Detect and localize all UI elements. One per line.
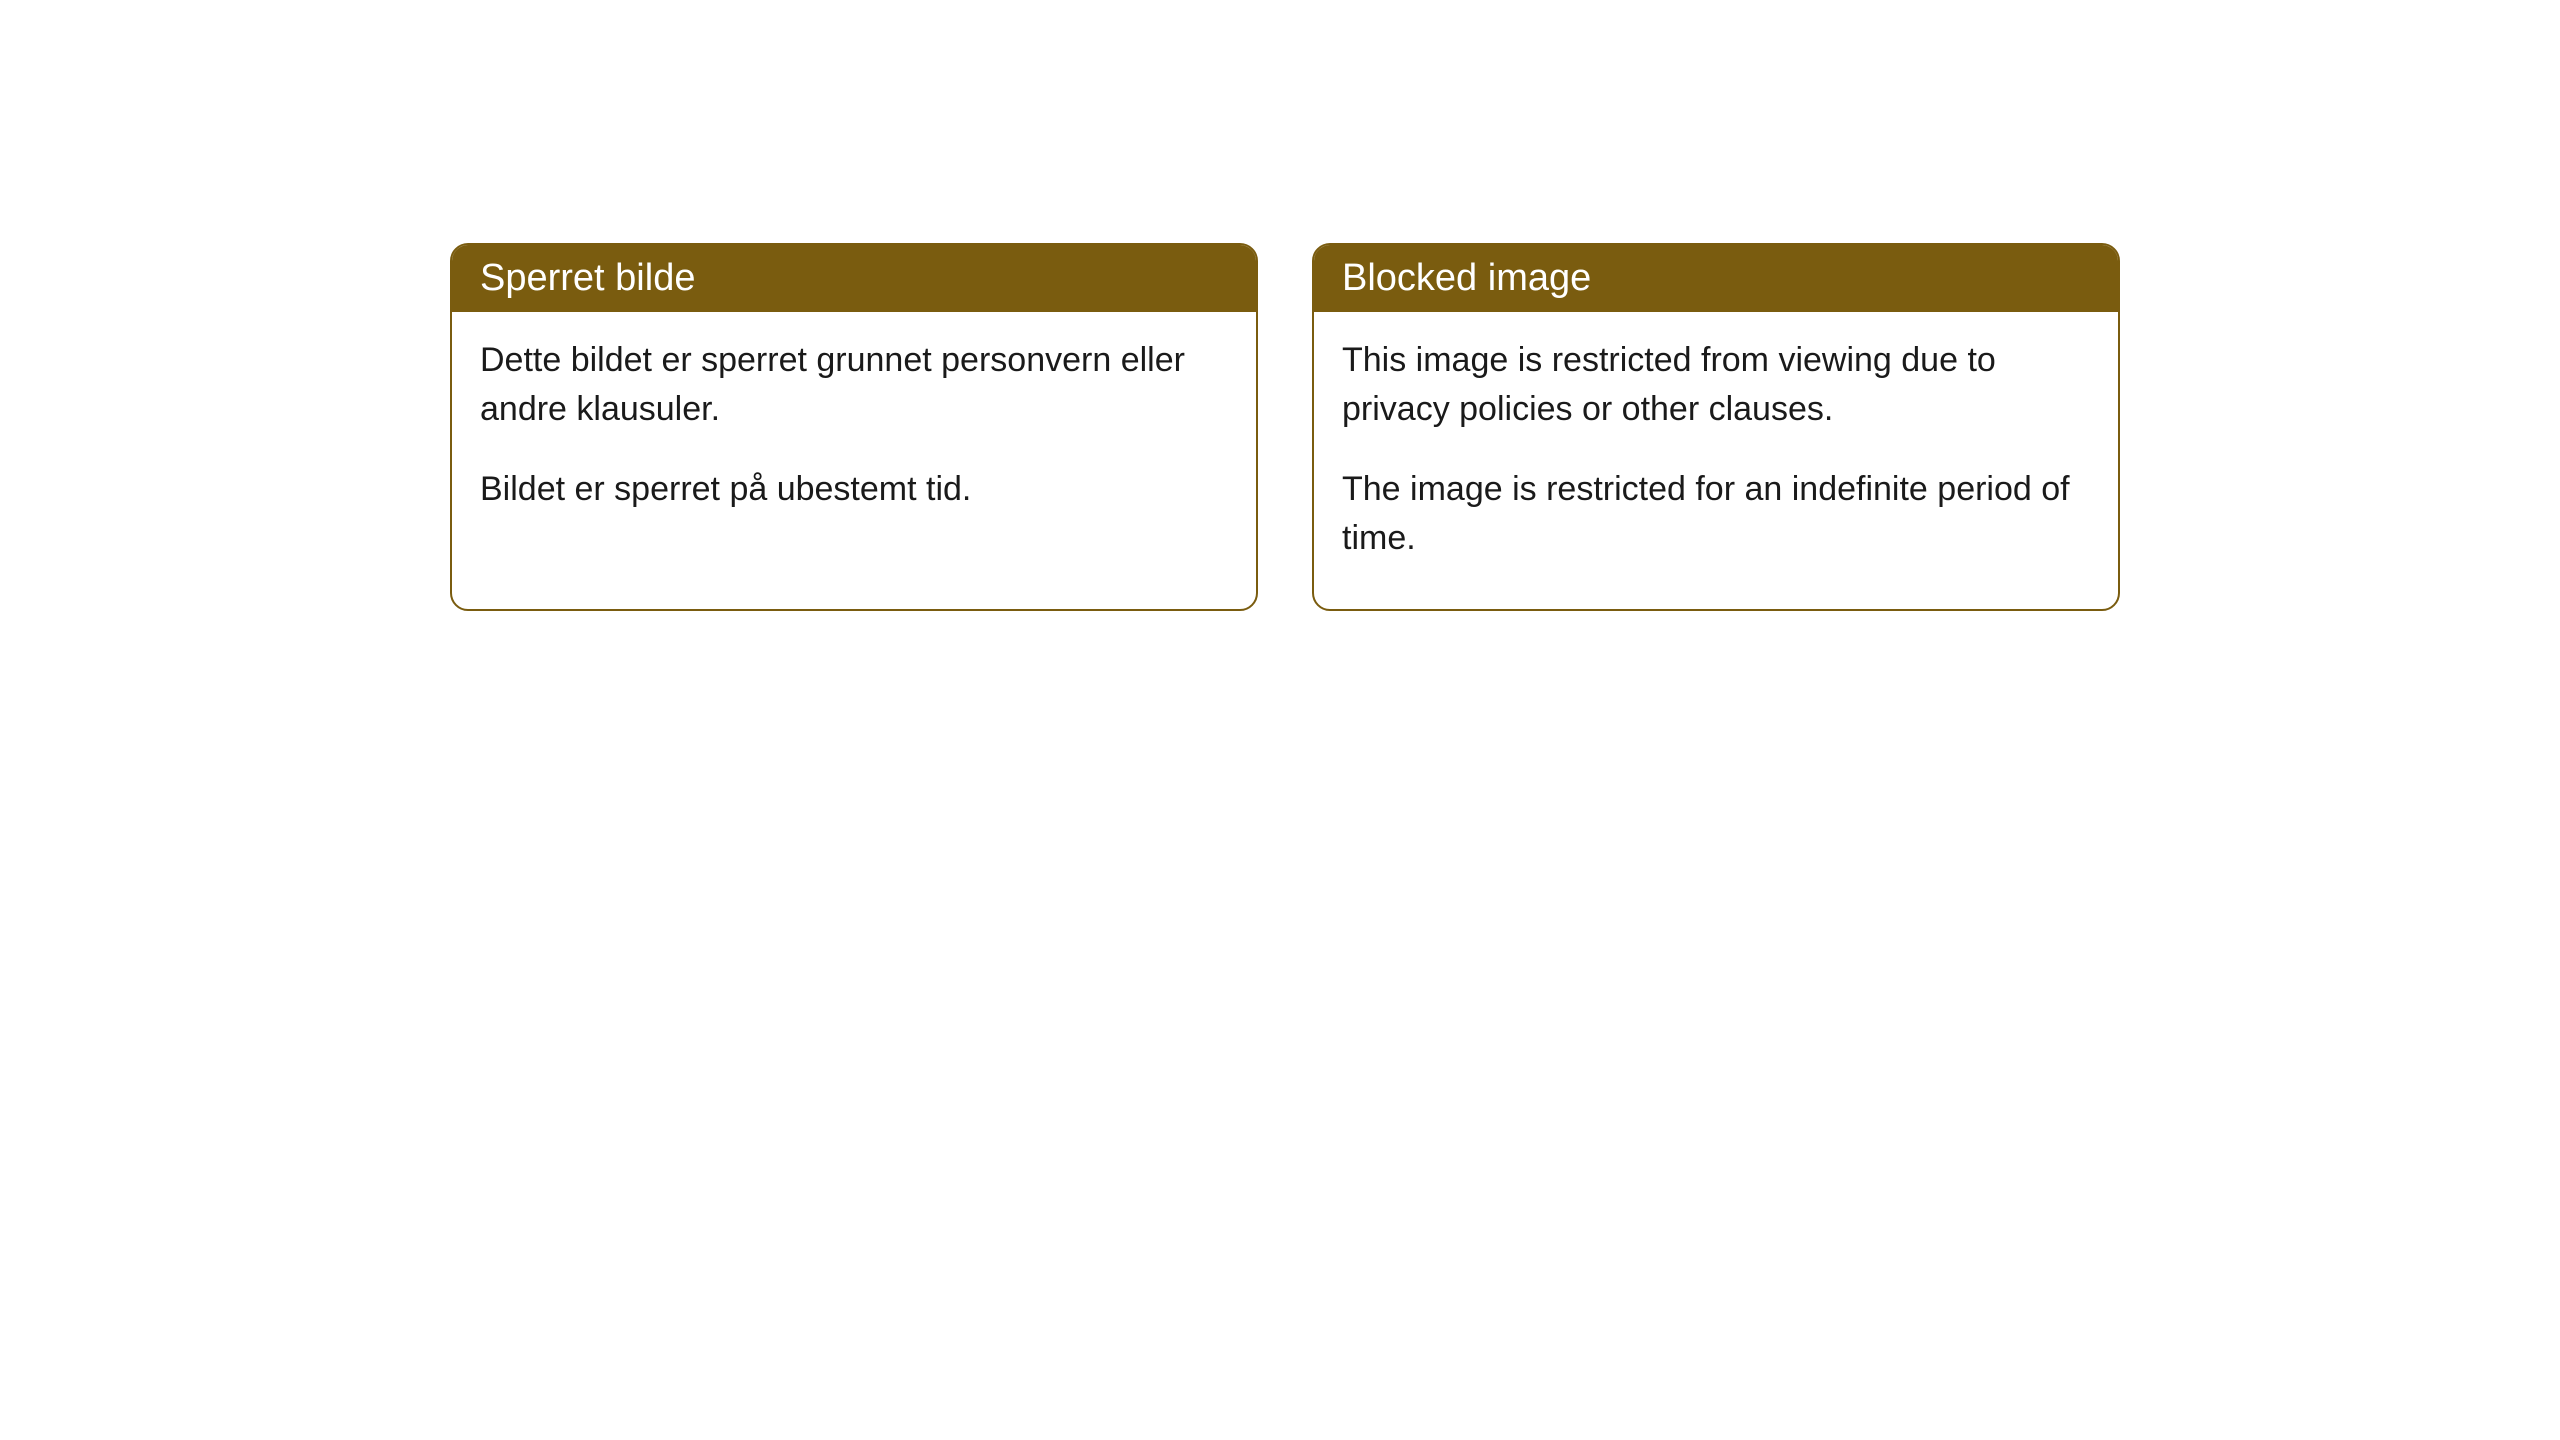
card-header-english: Blocked image: [1314, 245, 2118, 312]
blocked-image-card-norwegian: Sperret bilde Dette bildet er sperret gr…: [450, 243, 1258, 611]
blocked-image-card-english: Blocked image This image is restricted f…: [1312, 243, 2120, 611]
card-header-norwegian: Sperret bilde: [452, 245, 1256, 312]
card-title-english: Blocked image: [1342, 257, 1591, 299]
card-paragraph-1-norwegian: Dette bildet er sperret grunnet personve…: [480, 336, 1228, 435]
card-paragraph-2-english: The image is restricted for an indefinit…: [1342, 465, 2090, 564]
card-body-english: This image is restricted from viewing du…: [1314, 312, 2118, 609]
card-paragraph-1-english: This image is restricted from viewing du…: [1342, 336, 2090, 435]
card-body-norwegian: Dette bildet er sperret grunnet personve…: [452, 312, 1256, 560]
blocked-image-cards-container: Sperret bilde Dette bildet er sperret gr…: [450, 243, 2120, 611]
card-title-norwegian: Sperret bilde: [480, 257, 695, 299]
card-paragraph-2-norwegian: Bildet er sperret på ubestemt tid.: [480, 465, 1228, 514]
